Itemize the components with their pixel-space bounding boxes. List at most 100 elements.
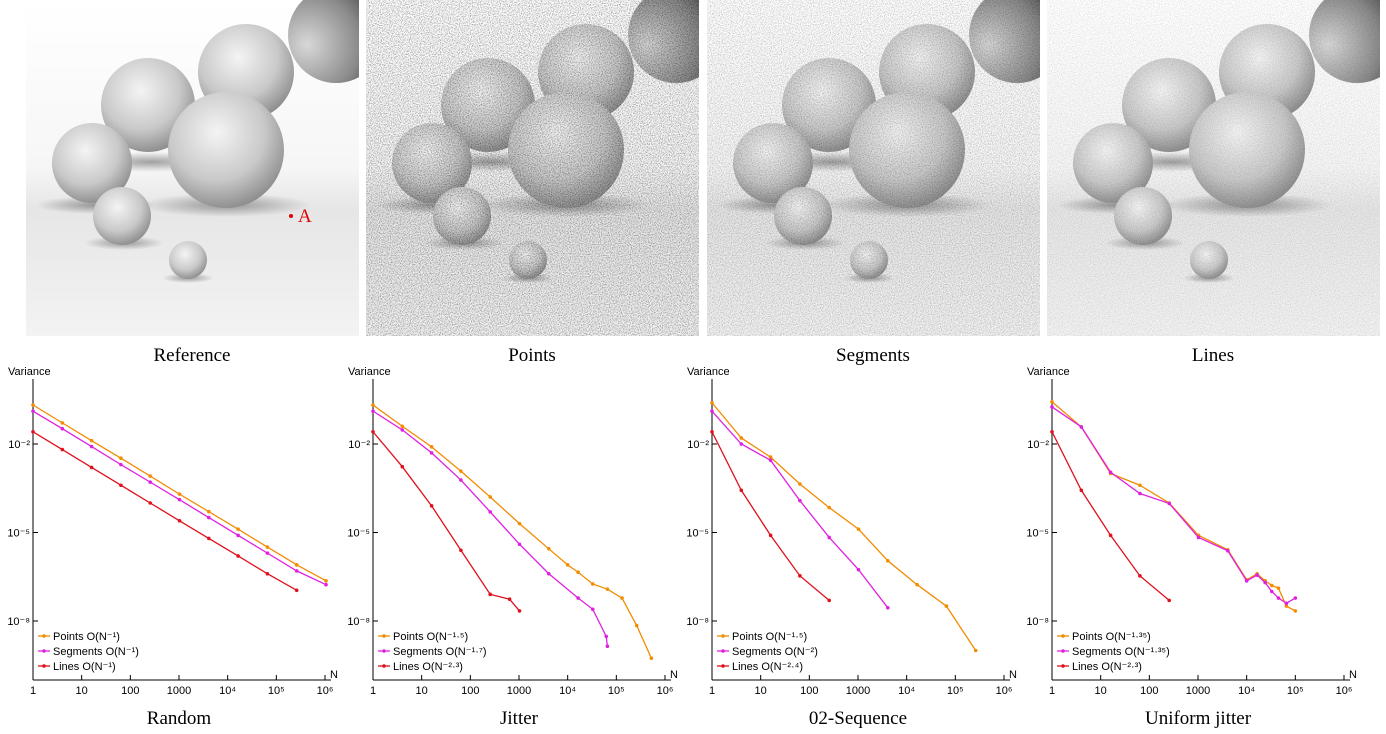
x-tick-label: 10⁵ <box>947 685 964 697</box>
data-point <box>1276 596 1281 600</box>
x-tick-label: 10 <box>755 685 767 697</box>
image-caption: Segments <box>836 345 910 366</box>
image-caption: Lines <box>1192 345 1234 366</box>
data-point <box>294 563 299 567</box>
legend-marker <box>1061 634 1065 638</box>
data-point <box>294 588 299 593</box>
y-tick-label: 10⁻⁸ <box>1026 616 1049 628</box>
x-tick-label: 1 <box>30 685 36 697</box>
data-point <box>827 535 832 540</box>
data-point <box>517 521 522 526</box>
data-point <box>590 607 595 612</box>
data-point <box>507 597 512 601</box>
legend-label: Lines O(N⁻²·³) <box>1072 661 1142 673</box>
data-point <box>1079 488 1084 493</box>
data-point <box>1284 604 1289 608</box>
data-point <box>236 533 240 538</box>
legend-marker <box>721 634 725 638</box>
legend-label: Segments O(N⁻²) <box>732 646 818 658</box>
data-point <box>31 429 35 434</box>
data-point <box>739 442 744 446</box>
y-axis-label: Variance <box>348 366 391 378</box>
data-point <box>1244 579 1249 583</box>
data-point <box>400 424 405 429</box>
data-point <box>89 465 94 470</box>
data-point <box>1269 583 1274 588</box>
x-axis-label: N <box>1349 669 1357 681</box>
legend-marker <box>721 664 725 668</box>
y-tick-label: 10⁻⁸ <box>686 616 709 628</box>
data-point <box>265 551 270 555</box>
data-point <box>827 505 832 510</box>
data-point <box>148 480 153 484</box>
legend-label: Lines O(N⁻²·³) <box>393 661 463 673</box>
data-point <box>459 469 463 473</box>
series-line <box>1051 431 1170 601</box>
x-tick-label: 1 <box>709 685 715 697</box>
legend-marker <box>382 664 386 668</box>
data-point <box>604 634 609 639</box>
data-point <box>119 483 123 488</box>
data-point <box>488 510 493 514</box>
chart-caption: Uniform jitter <box>1145 708 1252 729</box>
legend-label: Segments O(N⁻¹·³⁵) <box>1072 646 1170 658</box>
data-point <box>973 648 978 653</box>
data-point <box>768 458 773 463</box>
data-point <box>856 567 861 572</box>
data-point <box>1050 405 1054 409</box>
data-point <box>605 587 610 591</box>
data-point <box>547 547 551 551</box>
data-point <box>649 656 654 660</box>
legend-label: Segments O(N⁻¹) <box>53 646 139 658</box>
x-tick-label: 10⁶ <box>1336 685 1353 697</box>
data-point <box>915 582 919 587</box>
legend-marker <box>1061 649 1065 653</box>
legend-marker <box>1061 664 1065 668</box>
y-tick-label: 10⁻⁸ <box>347 616 370 628</box>
x-tick-label: 10⁵ <box>268 685 285 697</box>
y-tick-label: 10⁻² <box>8 439 30 451</box>
data-point <box>605 644 610 648</box>
data-point <box>739 488 744 493</box>
data-point <box>856 527 861 531</box>
data-point <box>1050 399 1054 404</box>
image-caption: Points <box>508 345 556 366</box>
data-point <box>1276 586 1281 590</box>
data-point <box>236 527 240 531</box>
y-tick-label: 10⁻² <box>348 439 370 451</box>
data-point <box>1284 601 1289 606</box>
data-point <box>429 451 434 455</box>
legend-marker <box>382 649 386 653</box>
x-tick-label: 1000 <box>846 685 870 697</box>
data-point <box>119 462 123 467</box>
data-point <box>31 409 35 413</box>
data-point <box>1269 589 1274 594</box>
data-point <box>89 438 94 443</box>
data-point <box>265 571 270 576</box>
series-line <box>711 402 977 651</box>
chart-caption: 02-Sequence <box>809 708 907 729</box>
legend-label: Lines O(N⁻¹) <box>53 661 116 673</box>
series-line <box>32 431 298 591</box>
reference-image: A <box>26 0 384 336</box>
data-point <box>207 515 211 520</box>
data-point <box>1079 425 1084 429</box>
y-axis-label: Variance <box>687 366 730 378</box>
chart: Variance N 1 10 100 1000 10⁴ 10⁵ 10⁶ 10⁻² 10⁻⁵ 10⁻⁸… <box>686 366 1017 729</box>
data-point <box>547 571 551 576</box>
data-point <box>886 558 890 563</box>
data-point <box>1196 535 1201 540</box>
series-line <box>372 404 652 659</box>
x-tick-label: 100 <box>1140 685 1158 697</box>
x-tick-label: 1 <box>1049 685 1055 697</box>
data-point <box>119 456 123 461</box>
x-tick-label: 10 <box>416 685 428 697</box>
data-point <box>31 403 35 407</box>
y-axis-label: Variance <box>8 366 51 378</box>
data-point <box>177 518 182 523</box>
data-point <box>89 444 94 449</box>
chart-caption: Jitter <box>500 708 539 729</box>
y-tick-label: 10⁻⁵ <box>347 528 370 540</box>
y-tick-label: 10⁻⁸ <box>7 616 30 628</box>
